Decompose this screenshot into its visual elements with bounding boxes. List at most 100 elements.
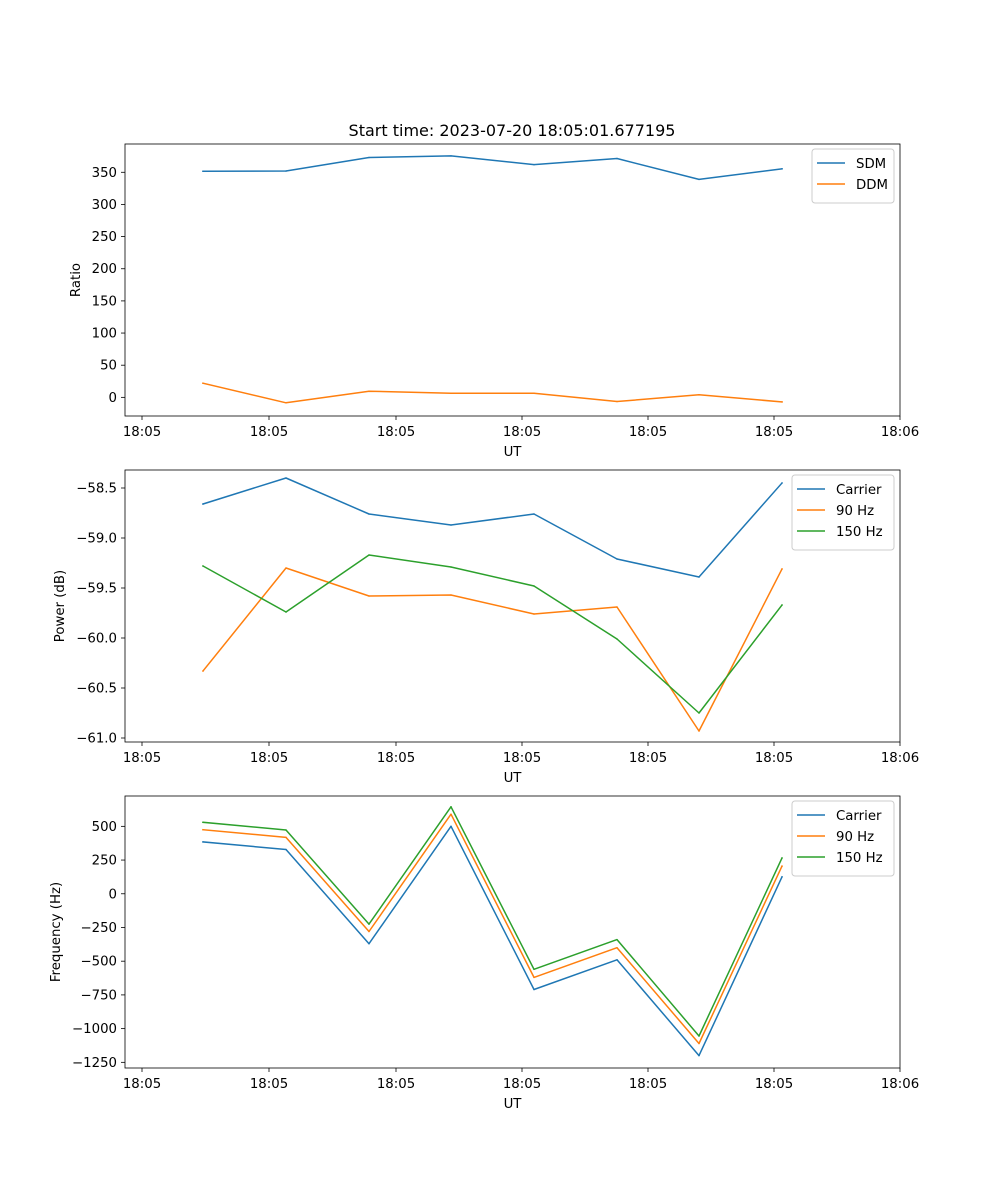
ratio-y-tick-label: 300 bbox=[92, 198, 117, 213]
ratio-legend-label-sdm: SDM bbox=[856, 157, 886, 172]
frequency-panel: 18:05 18:05 18:05 18:05 18:05 18:05 18:06 −1250… bbox=[49, 795, 919, 1112]
frequency-150-hz-line bbox=[202, 806, 783, 1037]
frequency-x-tick-label: 18:05 bbox=[755, 1077, 793, 1092]
frequency-90-hz-point bbox=[285, 836, 287, 839]
power-carrier-point bbox=[533, 513, 535, 515]
power-carrier-point bbox=[781, 482, 783, 484]
power-x-tick-label: 18:06 bbox=[881, 751, 919, 766]
frequency-150-hz-point bbox=[450, 806, 452, 808]
power-150-hz-point bbox=[616, 638, 618, 640]
power-90-hz-point bbox=[698, 730, 700, 732]
power-y-tick-label: −59.0 bbox=[76, 532, 117, 547]
ratio-x-tick-label: 18:05 bbox=[123, 425, 161, 440]
chart-title: Start time: 2023-07-20 18:05:01.677195 bbox=[349, 121, 676, 140]
power-90-hz-point bbox=[202, 670, 204, 672]
ratio-sdm-line bbox=[202, 155, 783, 181]
power-plot-area bbox=[124, 469, 901, 743]
ratio-sdm-point bbox=[781, 168, 783, 170]
power-90-hz-point bbox=[616, 606, 618, 608]
power-x-tick-label: 18:05 bbox=[755, 751, 793, 766]
frequency-x-tick-label: 18:05 bbox=[503, 1077, 541, 1092]
power-carrier-point bbox=[202, 503, 204, 505]
ratio-sdm-point bbox=[533, 163, 535, 166]
frequency-150-hz-point bbox=[781, 857, 783, 859]
power-carrier-line bbox=[202, 477, 784, 578]
frequency-y-tick-label: 0 bbox=[109, 887, 117, 902]
frequency-90-hz-point bbox=[368, 930, 370, 933]
power-y-tick-label: −61.0 bbox=[76, 732, 117, 747]
power-90-hz-point bbox=[368, 595, 370, 597]
frequency-y-tick-label: −1000 bbox=[72, 1022, 117, 1037]
frequency-90-hz-point bbox=[450, 813, 452, 815]
power-150-hz-point bbox=[698, 712, 700, 714]
frequency-x-tick-label: 18:05 bbox=[377, 1077, 415, 1092]
ratio-sdm-point bbox=[616, 157, 618, 160]
frequency-carrier-point bbox=[781, 876, 783, 878]
frequency-y-tick-label: −500 bbox=[80, 955, 117, 970]
ratio-ddm-point bbox=[533, 392, 535, 394]
ratio-ddm-point bbox=[285, 402, 287, 404]
ratio-sdm-point bbox=[450, 155, 452, 157]
ratio-ddm-point bbox=[368, 390, 370, 392]
ratio-ddm-point bbox=[616, 400, 618, 403]
power-150-hz-line bbox=[201, 554, 784, 714]
ratio-x-tick-label: 18:05 bbox=[629, 425, 667, 440]
power-150-hz-point bbox=[533, 585, 535, 587]
ratio-x-tick-label: 18:05 bbox=[377, 425, 415, 440]
frequency-carrier-point bbox=[533, 988, 535, 991]
frequency-90-hz-point bbox=[781, 865, 783, 867]
power-150-hz-point bbox=[368, 554, 370, 556]
frequency-carrier-point bbox=[616, 959, 618, 961]
ratio-x-tick-label: 18:05 bbox=[755, 425, 793, 440]
frequency-x-tick-label: 18:05 bbox=[629, 1077, 667, 1092]
power-y-tick-label: −58.5 bbox=[76, 482, 117, 497]
power-150-hz-point bbox=[450, 566, 452, 568]
ratio-x-tick-label: 18:06 bbox=[881, 425, 919, 440]
frequency-legend-label-150-hz: 150 Hz bbox=[836, 851, 883, 866]
frequency-y-axis-label: Frequency (Hz) bbox=[49, 882, 64, 982]
power-x-tick-label: 18:05 bbox=[123, 751, 161, 766]
power-legend-label-carrier: Carrier bbox=[836, 483, 882, 498]
ratio-sdm-point bbox=[202, 170, 204, 173]
frequency-y-tick-label: 500 bbox=[92, 820, 117, 835]
power-x-axis-label: UT bbox=[504, 771, 523, 786]
frequency-90-hz-point bbox=[698, 1042, 700, 1045]
frequency-carrier-point bbox=[202, 841, 204, 843]
ratio-ddm-point bbox=[450, 392, 452, 394]
power-y-axis-label: Power (dB) bbox=[53, 570, 68, 642]
power-90-hz-point bbox=[450, 594, 452, 596]
frequency-carrier-line bbox=[202, 825, 783, 1057]
ratio-legend-label-ddm: DDM bbox=[856, 178, 888, 193]
frequency-90-hz-point bbox=[616, 946, 618, 949]
power-150-hz-point bbox=[781, 604, 783, 606]
power-carrier-point bbox=[450, 524, 452, 526]
ratio-ddm-point bbox=[781, 401, 783, 403]
frequency-x-tick-label: 18:05 bbox=[123, 1077, 161, 1092]
power-y-tick-label: −59.5 bbox=[76, 582, 117, 597]
frequency-y-tick-label: −750 bbox=[80, 988, 117, 1003]
frequency-y-tick-label: −1250 bbox=[72, 1056, 117, 1071]
frequency-legend-label-carrier: Carrier bbox=[836, 809, 882, 824]
power-90-hz-line bbox=[201, 567, 784, 732]
ratio-sdm-point bbox=[698, 178, 700, 181]
frequency-plot-area bbox=[124, 795, 901, 1069]
frequency-150-hz-point bbox=[285, 829, 287, 831]
ratio-y-tick-label: 350 bbox=[92, 166, 117, 181]
frequency-x-axis-label: UT bbox=[504, 1097, 523, 1112]
frequency-carrier-point bbox=[368, 942, 370, 945]
power-panel: 18:05 18:05 18:05 18:05 18:05 18:05 18:06 −61.0… bbox=[53, 469, 919, 786]
frequency-90-hz-point bbox=[533, 976, 535, 979]
power-carrier-point bbox=[285, 477, 287, 479]
power-90-hz-point bbox=[781, 568, 783, 570]
ratio-y-tick-label: 100 bbox=[92, 327, 117, 342]
ratio-y-tick-label: 200 bbox=[92, 262, 117, 277]
ratio-y-axis-label: Ratio bbox=[69, 263, 84, 297]
power-legend-label-150-hz: 150 Hz bbox=[836, 525, 883, 540]
power-legend-label-90-hz: 90 Hz bbox=[836, 504, 874, 519]
power-90-hz-point bbox=[285, 567, 287, 569]
ratio-y-tick-label: 150 bbox=[92, 294, 117, 309]
ratio-sdm-point bbox=[368, 156, 370, 159]
frequency-carrier-point bbox=[450, 825, 452, 828]
ratio-panel: 18:05 18:05 18:05 18:05 18:05 18:05 18:06 0 50 10… bbox=[69, 143, 919, 460]
